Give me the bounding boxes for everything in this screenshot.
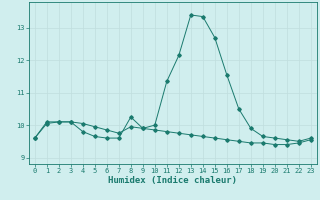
X-axis label: Humidex (Indice chaleur): Humidex (Indice chaleur) xyxy=(108,176,237,185)
